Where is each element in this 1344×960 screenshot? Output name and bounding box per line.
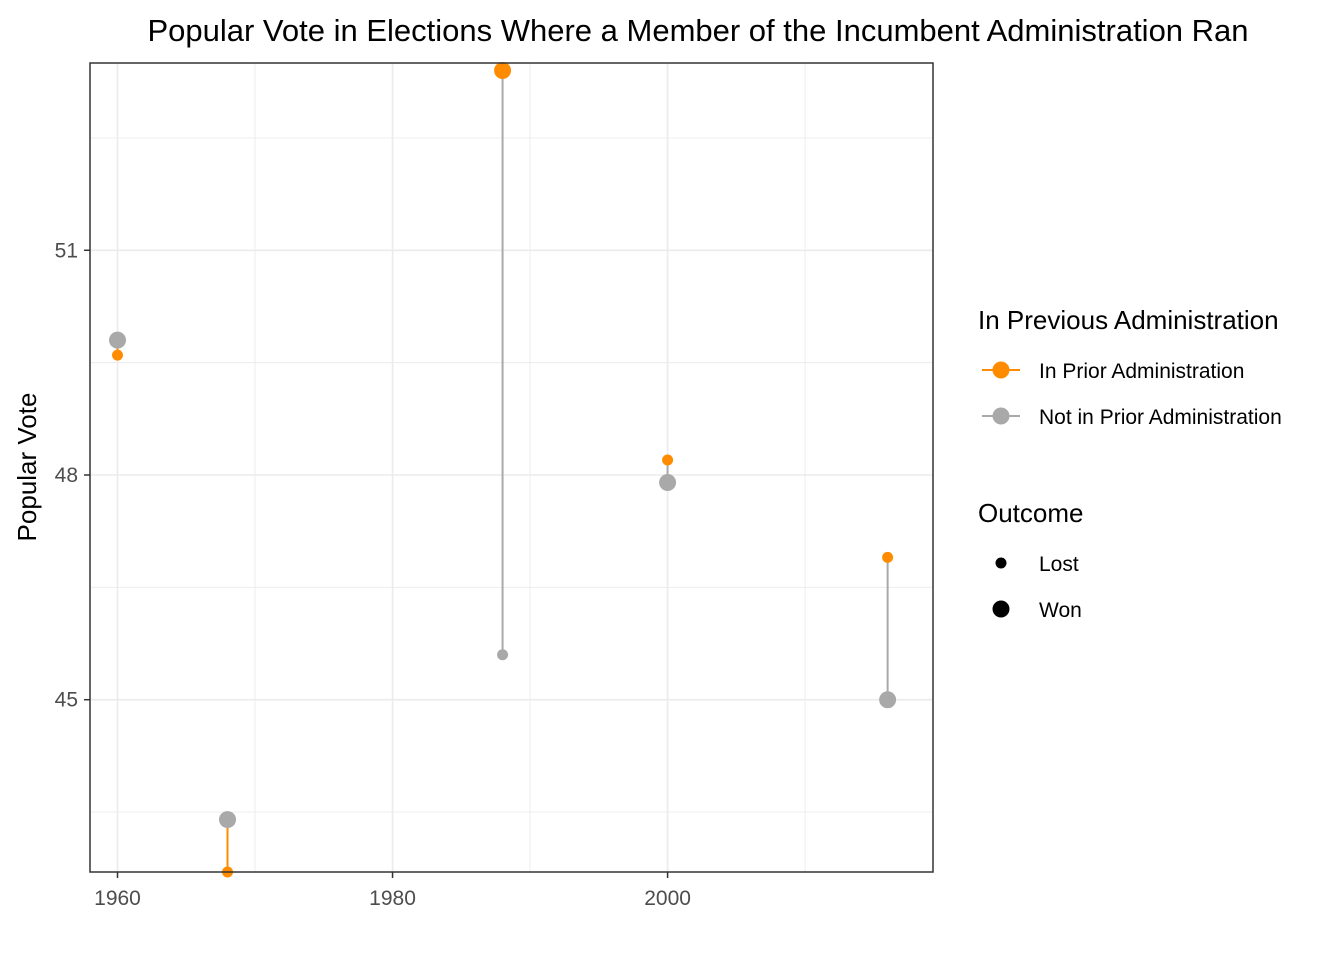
legend-size-title: Outcome — [978, 498, 1084, 528]
point-not-in-prior-administration — [109, 331, 127, 349]
legend-size-key-point — [995, 557, 1007, 569]
y-axis-title: Popular Vote — [12, 393, 42, 542]
x-tick-label: 1960 — [94, 887, 141, 910]
legend-key-point — [992, 361, 1010, 379]
point-not-in-prior-administration — [219, 811, 237, 829]
plot-panel-border — [89, 62, 934, 873]
x-tick-label: 1980 — [369, 887, 416, 910]
legend: In Previous Administration In Prior Admin… — [978, 305, 1282, 622]
point-not-in-prior-administration — [659, 473, 677, 491]
y-tick-label: 45 — [55, 689, 78, 712]
legend-color-title: In Previous Administration — [978, 305, 1279, 335]
y-tick-label: 51 — [55, 239, 78, 262]
grid — [90, 63, 933, 872]
x-tick-label: 2000 — [644, 887, 691, 910]
point-not-in-prior-administration — [879, 691, 897, 709]
legend-color-label: Not in Prior Administration — [1039, 406, 1282, 429]
legend-size-label: Won — [1039, 599, 1082, 622]
axes: 1960 1980 2000 45 48 51 — [55, 239, 691, 910]
point-in-prior-administration — [494, 61, 512, 79]
legend-color-label: In Prior Administration — [1039, 360, 1244, 383]
point-not-in-prior-administration — [497, 649, 509, 661]
point-in-prior-administration — [112, 349, 124, 361]
plot-marks — [109, 61, 897, 878]
point-in-prior-administration — [662, 454, 674, 466]
y-tick-label: 48 — [55, 464, 78, 487]
point-in-prior-administration — [882, 551, 894, 563]
chart-title: Popular Vote in Elections Where a Member… — [147, 13, 1248, 48]
legend-size-label: Lost — [1039, 553, 1079, 576]
legend-size-key-point — [992, 600, 1010, 618]
legend-key-point — [992, 407, 1010, 425]
